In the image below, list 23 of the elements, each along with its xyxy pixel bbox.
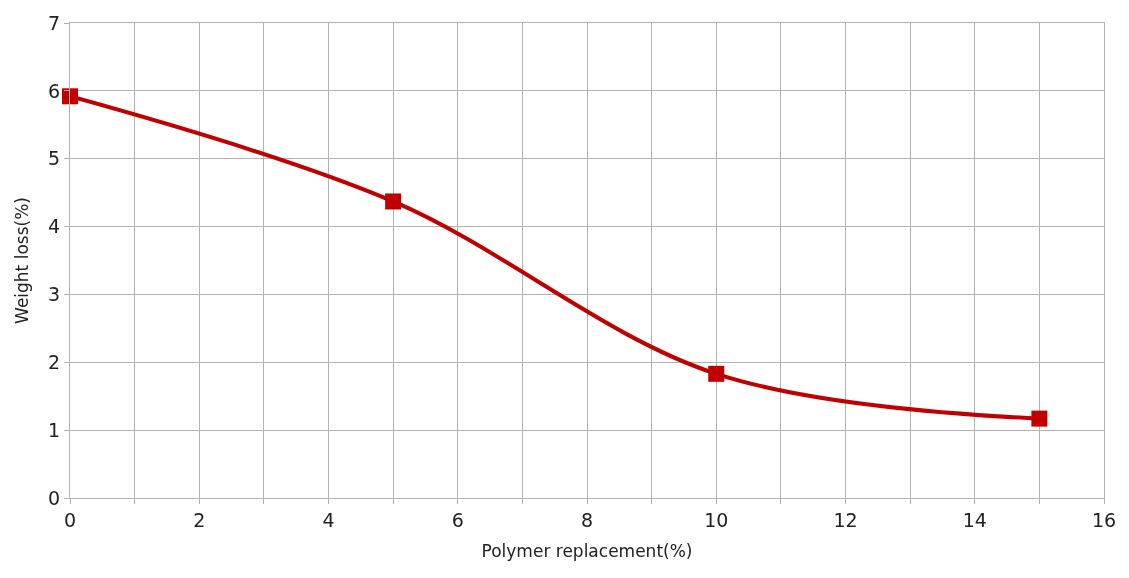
x-tick-label: 8 xyxy=(580,508,594,531)
y-tick-label: 2 xyxy=(48,350,61,373)
x-tick-label: 6 xyxy=(451,508,464,531)
x-axis-title: Polymer replacement(%) xyxy=(481,541,693,562)
point xyxy=(385,193,402,210)
y-tick-label: 1 xyxy=(48,418,61,441)
x-tick-label: 0 xyxy=(63,508,77,531)
point xyxy=(62,88,78,105)
x-tick-label: 16 xyxy=(1091,508,1117,531)
y-tick-label: 6 xyxy=(48,79,61,102)
y-tick-label: 5 xyxy=(48,147,61,170)
y-tick-label: 7 xyxy=(48,11,61,34)
x-tick-label: 14 xyxy=(962,508,987,531)
point xyxy=(1031,410,1048,427)
x-tick-label: 2 xyxy=(193,508,206,531)
y-tick-label: 4 xyxy=(48,215,61,238)
y-tick-label: 0 xyxy=(48,486,61,509)
point xyxy=(708,365,725,382)
x-tick-label: 12 xyxy=(833,508,858,531)
x-tick-label: 10 xyxy=(704,508,729,531)
y-tick-label: 3 xyxy=(48,283,61,306)
x-tick-label: 4 xyxy=(322,508,335,531)
y-axis-title: Weight loss(%) xyxy=(11,197,32,324)
